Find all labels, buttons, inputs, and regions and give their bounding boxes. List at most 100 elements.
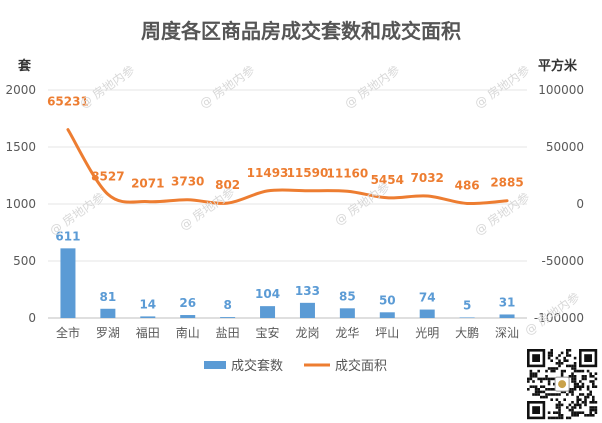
qr-module <box>586 393 590 396</box>
qr-module <box>547 377 551 381</box>
qr-module <box>547 393 551 396</box>
qr-module <box>573 382 577 386</box>
qr-module <box>547 411 551 414</box>
qr-module <box>560 375 564 378</box>
qr-module <box>550 367 553 370</box>
bar <box>220 317 236 318</box>
qr-finder-core <box>532 406 540 414</box>
category-label: 龙岗 <box>295 326 319 340</box>
qr-module <box>558 362 561 365</box>
qr-module <box>573 403 577 407</box>
line-data-label: 802 <box>215 178 240 192</box>
qr-module <box>550 349 553 352</box>
qr-module <box>566 364 569 368</box>
qr-module <box>584 398 587 401</box>
qr-module <box>581 393 585 396</box>
qr-module <box>573 377 577 381</box>
line-data-label: 65231 <box>47 95 89 109</box>
qr-module <box>527 388 530 391</box>
qr-module <box>534 385 538 388</box>
qr-module <box>568 375 572 378</box>
qr-module <box>532 380 535 383</box>
qr-module <box>589 414 592 417</box>
qr-module <box>571 390 574 394</box>
qr-module <box>545 369 548 373</box>
bar-data-label: 81 <box>100 290 117 304</box>
qr-module <box>566 351 569 355</box>
line-data-label: 8527 <box>91 169 124 183</box>
bar <box>459 317 475 318</box>
category-label: 大鹏 <box>455 326 479 340</box>
legend-bar-swatch <box>204 361 226 369</box>
qr-module <box>547 354 551 357</box>
qr-module <box>537 377 540 381</box>
qr-module <box>529 377 533 381</box>
qr-module <box>581 385 585 388</box>
qr-module <box>594 411 598 414</box>
qr-module <box>571 375 574 378</box>
qr-module <box>563 359 566 362</box>
left-tick-label: 0 <box>28 311 36 325</box>
qr-module <box>558 403 561 407</box>
qr-module <box>576 395 579 399</box>
qr-module <box>542 385 546 388</box>
qr-module <box>545 377 548 381</box>
bar-data-label: 74 <box>419 291 436 305</box>
qr-module <box>573 385 577 388</box>
category-label: 龙华 <box>335 326 359 340</box>
qr-module <box>576 401 579 404</box>
qr-module <box>589 401 592 404</box>
line-data-label: 2885 <box>490 176 523 190</box>
qr-module <box>568 349 572 352</box>
qr-module <box>594 406 598 409</box>
qr-module <box>555 356 559 360</box>
qr-module <box>568 416 572 420</box>
category-label: 盐田 <box>216 326 240 340</box>
qr-module <box>550 369 553 373</box>
qr-module <box>532 385 535 388</box>
qr-module <box>573 380 577 383</box>
qr-module <box>558 359 561 362</box>
qr-module <box>581 401 585 404</box>
qr-module <box>545 395 548 399</box>
qr-module <box>563 369 566 373</box>
qr-module <box>592 375 595 378</box>
qr-module <box>592 401 595 404</box>
qr-module <box>553 388 556 391</box>
qr-module <box>576 369 579 373</box>
qr-module <box>566 349 569 352</box>
qr-module <box>558 411 561 414</box>
qr-module <box>584 377 587 381</box>
qr-module <box>568 354 572 357</box>
bar-data-label: 133 <box>295 284 320 298</box>
line-data-label: 3730 <box>171 175 204 189</box>
qr-module <box>560 362 564 365</box>
qr-module <box>529 385 533 388</box>
qr-module <box>534 372 538 375</box>
qr-module <box>560 369 564 373</box>
legend-line-label: 成交面积 <box>335 358 387 374</box>
qr-module <box>573 414 577 417</box>
qr-module <box>571 380 574 383</box>
qr-module <box>553 416 556 420</box>
category-label: 南山 <box>176 325 200 340</box>
qr-module <box>553 411 556 414</box>
category-label: 罗湖 <box>96 325 120 340</box>
qr-module <box>532 372 535 375</box>
category-label: 福田 <box>136 325 160 340</box>
qr-module <box>547 380 551 383</box>
qr-module <box>555 416 559 420</box>
qr-module <box>563 390 566 394</box>
left-tick-label: 2000 <box>5 83 36 97</box>
qr-module <box>553 393 556 396</box>
qr-module <box>560 390 564 394</box>
right-tick-label: -100000 <box>534 311 584 325</box>
qr-module <box>555 411 559 414</box>
qr-module <box>571 406 574 409</box>
qr-module <box>566 393 569 396</box>
right-tick-label: 100000 <box>538 83 584 97</box>
qr-module <box>571 408 574 412</box>
left-tick-label: 500 <box>13 254 36 268</box>
qr-module <box>542 390 546 394</box>
